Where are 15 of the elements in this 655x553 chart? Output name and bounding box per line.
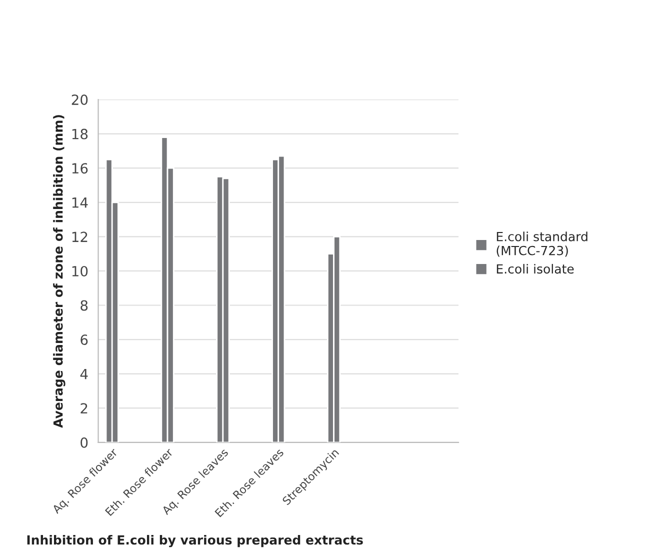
legend-label: E.coli isolate — [496, 264, 574, 274]
y-tick-label: 2 — [80, 403, 88, 414]
y-tick-label: 14 — [72, 198, 88, 208]
y-tick-label: 0 — [80, 437, 88, 448]
y-tick-label: 8 — [80, 300, 88, 311]
y-tick-label: 20 — [72, 94, 88, 106]
y-tick-label: 12 — [72, 232, 88, 242]
y-tick-label: 10 — [72, 266, 88, 276]
legend-label: E.coli standard (MTCC-723) — [496, 232, 588, 257]
y-tick-label: 16 — [72, 163, 88, 174]
x-axis-title: Inhibition of E.coli by various prepared extracts — [27, 534, 363, 548]
y-tick-label: 6 — [80, 334, 88, 346]
y-tick-label: 4 — [80, 368, 88, 380]
y-axis-title: Average diameter of zone of inhibition (mm) — [53, 115, 66, 428]
y-tick-label: 18 — [72, 128, 88, 140]
